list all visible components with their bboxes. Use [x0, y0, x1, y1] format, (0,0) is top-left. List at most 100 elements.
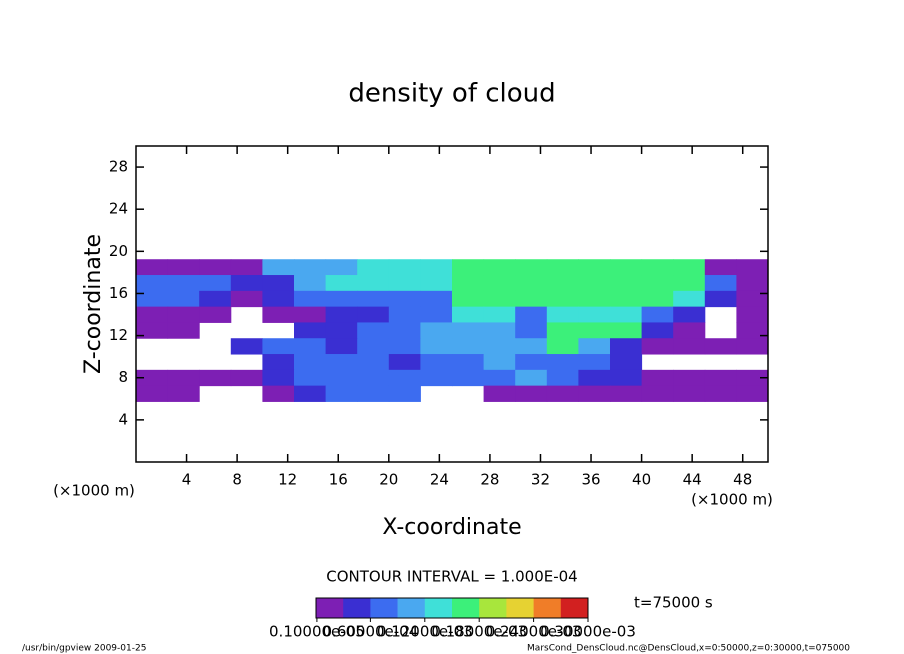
cell: [546, 259, 579, 276]
colorbar-band: [424, 598, 453, 618]
cell: [262, 369, 295, 387]
cell: [325, 259, 358, 276]
cell: [357, 354, 390, 371]
cell: [546, 290, 579, 308]
cell: [294, 354, 327, 371]
cell: [673, 322, 706, 339]
x-tick-label: 4: [182, 471, 192, 489]
cell: [136, 290, 169, 308]
cell: [325, 306, 358, 323]
plot-frame: [135, 145, 769, 463]
cell: [167, 322, 200, 339]
cell: [388, 306, 421, 323]
cell: [357, 322, 390, 339]
x-tick-label: 28: [480, 471, 499, 489]
colorbar-band: [397, 598, 426, 618]
cell: [578, 275, 611, 292]
y-tick-label: 28: [109, 158, 128, 176]
cell: [136, 322, 169, 339]
cell: [515, 385, 548, 402]
cell: [704, 338, 737, 355]
cell: [515, 369, 548, 387]
colorbar-band: [506, 598, 534, 618]
cell: [483, 275, 516, 292]
cell: [325, 369, 358, 387]
cell: [262, 259, 295, 276]
x-tick-label: 44: [683, 471, 702, 489]
cell: [578, 338, 611, 355]
cell: [483, 306, 516, 323]
cell: [420, 322, 453, 339]
cell: [641, 306, 674, 323]
cell: [452, 259, 485, 276]
cell: [736, 306, 769, 323]
y-tick-label: 20: [109, 242, 128, 260]
cell: [578, 385, 611, 402]
cell: [483, 322, 516, 339]
cell: [388, 338, 421, 355]
cell: [483, 354, 516, 371]
cell: [199, 275, 232, 292]
colorbar-tick-label: 0.12000e-03: [377, 623, 473, 641]
cell: [420, 259, 453, 276]
cell: [294, 385, 327, 402]
cell: [294, 322, 327, 339]
cell: [294, 306, 327, 323]
footer-right: MarsCond_DensCloud.nc@DensCloud,x=0:5000…: [527, 644, 850, 654]
cell: [610, 385, 643, 402]
cell: [325, 354, 358, 371]
y-tick-label: 24: [109, 200, 128, 218]
cell: [546, 385, 579, 402]
cell: [515, 275, 548, 292]
cell: [199, 369, 232, 387]
cell: [167, 306, 200, 323]
colorbar-band: [479, 598, 507, 618]
cell: [546, 306, 579, 323]
chart-title: density of cloud: [348, 79, 555, 109]
y-tick-label: 12: [109, 326, 128, 344]
cell: [641, 259, 674, 276]
colorbar-tick-label: 0.10000e-05: [269, 623, 365, 641]
cell: [167, 259, 200, 276]
cell: [483, 338, 516, 355]
cell: [230, 338, 263, 355]
x-tick-label: 40: [632, 471, 651, 489]
cell: [230, 259, 263, 276]
colorbar-band: [343, 598, 371, 618]
y-tick-label: 8: [118, 368, 128, 386]
cell: [294, 290, 327, 308]
cell: [610, 338, 643, 355]
cell: [357, 385, 390, 402]
cell: [736, 322, 769, 339]
cell: [736, 275, 769, 292]
cell: [388, 322, 421, 339]
cell: [610, 290, 643, 308]
cell: [262, 338, 295, 355]
cell: [704, 275, 737, 292]
x-unit: (×1000 m): [691, 491, 773, 509]
cell: [673, 275, 706, 292]
y-axis-label: Z-coordinate: [81, 234, 106, 374]
cell: [294, 275, 327, 292]
cell: [230, 290, 263, 308]
cell: [546, 275, 579, 292]
cell: [388, 369, 421, 387]
y-tick-label: 4: [118, 410, 128, 428]
cell: [673, 338, 706, 355]
colorbar-band: [560, 598, 589, 618]
cell: [199, 259, 232, 276]
cell: [388, 290, 421, 308]
cell: [357, 275, 390, 292]
cell: [452, 369, 485, 387]
cell: [673, 385, 706, 402]
cell: [325, 385, 358, 402]
cell: [610, 275, 643, 292]
y-tick-label: 16: [109, 284, 128, 302]
cell: [641, 338, 674, 355]
x-tick-label: 48: [733, 471, 752, 489]
colorbar-band: [370, 598, 398, 618]
cell: [136, 275, 169, 292]
cell: [357, 369, 390, 387]
cell: [736, 385, 769, 402]
